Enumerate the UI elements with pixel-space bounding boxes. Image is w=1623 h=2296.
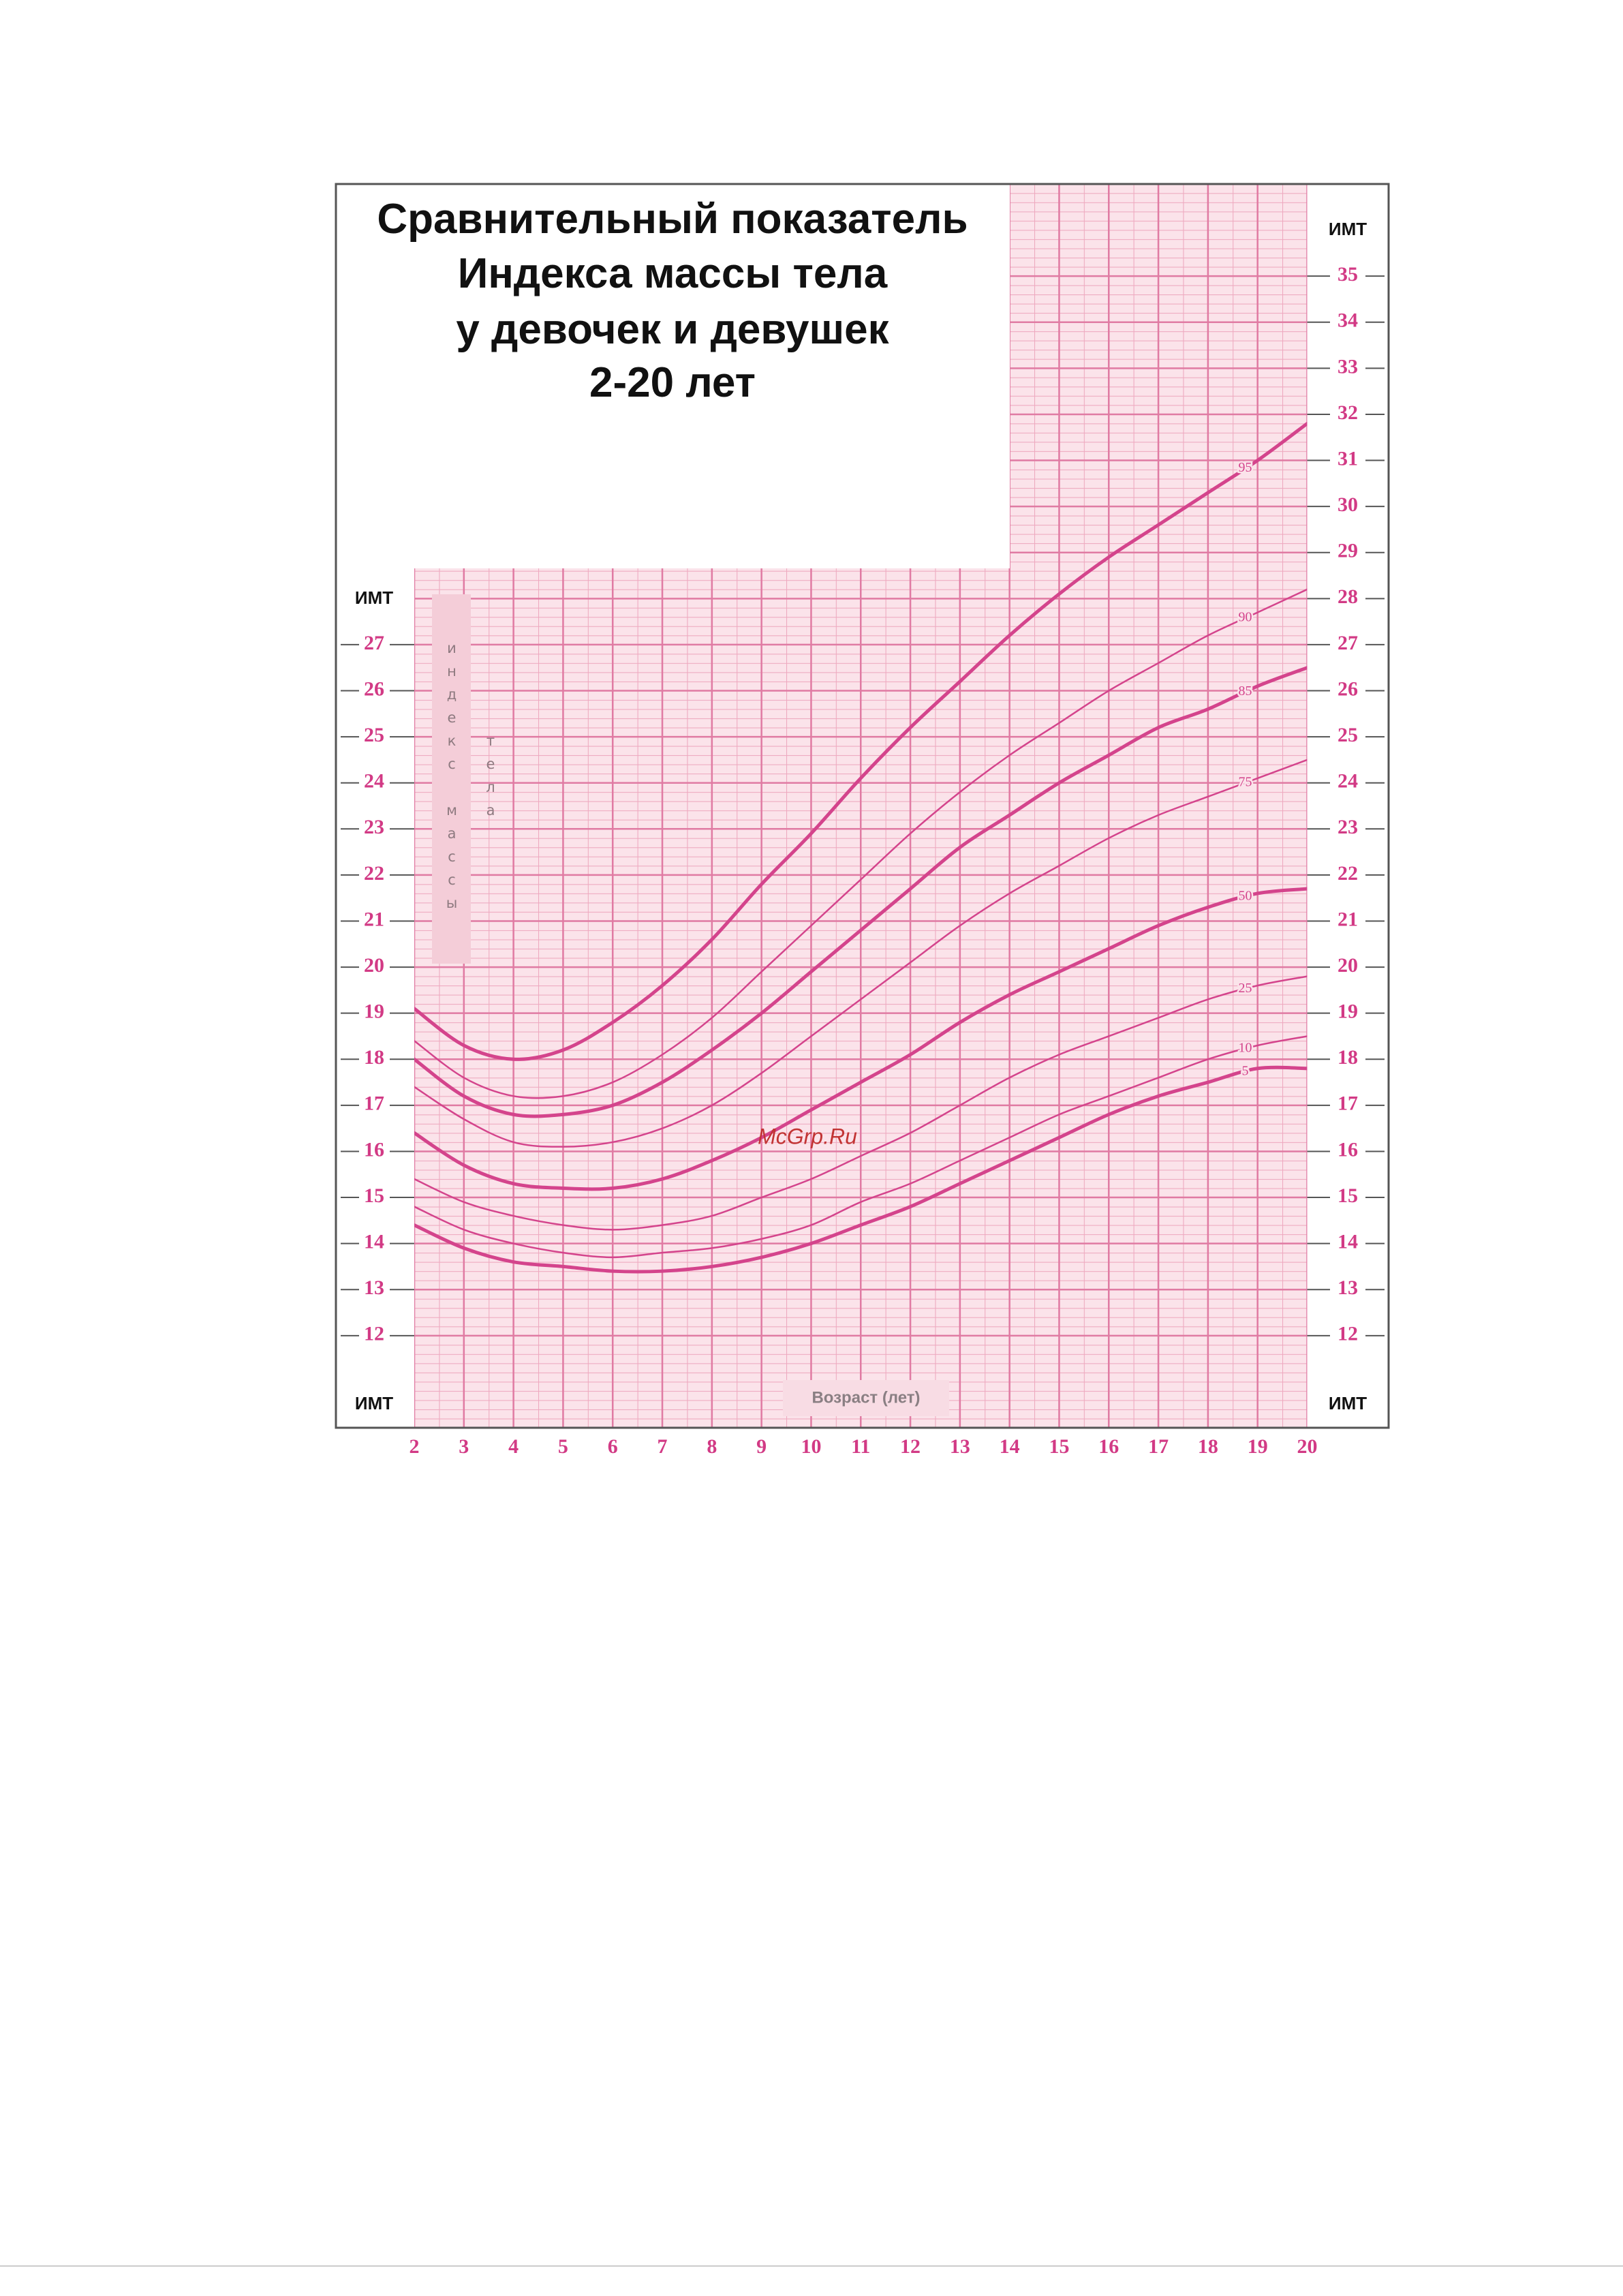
y2-tick-label: 18 [1338,1046,1358,1069]
x-tick-label: 20 [1297,1435,1318,1458]
y2-tick-label: 31 [1338,447,1358,470]
curve-label: 95 [1238,460,1252,475]
curve-label: 85 [1238,684,1252,699]
y2-tick-label: 32 [1338,401,1358,424]
y2-tick-label: 14 [1338,1231,1358,1253]
x-tick-label: 18 [1198,1435,1218,1458]
y2-tick-label: 17 [1338,1092,1358,1115]
percentile-curve [413,975,1308,1231]
percentile-curve [412,666,1309,1118]
y-tick-label: 20 [364,954,384,977]
percentile-curve [412,421,1309,1061]
y2-tick-label: 35 [1338,263,1358,286]
y2-tick-label: 30 [1338,493,1358,516]
y-tick-label: 12 [364,1323,384,1345]
x-tick-label: 3 [459,1435,469,1458]
curve-label: 90 [1238,610,1252,625]
x-tick-label: 7 [658,1435,668,1458]
y2-tick-label: 21 [1338,908,1358,930]
x-label-box [783,1380,949,1416]
x-tick-label: 8 [707,1435,717,1458]
y2-tick-label: 34 [1338,309,1358,332]
y-tick-label: 16 [364,1138,384,1161]
y2-tick-label: 27 [1338,632,1358,654]
title-line: Индекса массы тела [458,250,888,297]
y-tick-label: 21 [364,908,384,930]
curves: 95 90 85 75 50 25 10 5 [412,421,1309,1274]
curve-label: 75 [1238,774,1252,789]
x-axis-label: Возраст (лет) [812,1388,920,1407]
y2-tick-label: 28 [1338,585,1358,608]
y2-tick-label: 15 [1338,1184,1358,1207]
y2-tick-label: 29 [1338,540,1358,562]
y2-tick-label: 33 [1338,355,1358,378]
y2-tick-label: 25 [1338,724,1358,746]
y2-tick-label: 12 [1338,1323,1358,1345]
watermark: McGrp.Ru [758,1124,857,1148]
y-title: индекс массы тела [432,594,499,964]
percentile-curve [412,887,1309,1191]
curve-label: 25 [1238,981,1252,996]
percentile-curve [413,759,1308,1148]
x-tick-label: 9 [756,1435,767,1458]
y-tick-label: 26 [364,677,384,700]
x-tick-label: 12 [900,1435,921,1458]
y2-tick-label: 16 [1338,1138,1358,1161]
curve-label: 5 [1241,1063,1248,1078]
x-tick-label: 15 [1049,1435,1069,1458]
y-tick-label: 24 [364,770,384,793]
x-tick-label: 4 [508,1435,519,1458]
y2-tick-label: 13 [1338,1276,1358,1299]
y-tick-label: 19 [364,1000,384,1023]
y-axis-label: ИМТ [355,587,393,608]
curve-label: 10 [1238,1041,1252,1056]
y2-tick-label: 26 [1338,677,1358,700]
y-tick-label: 23 [364,816,384,838]
y2-axis-label: ИМТ [1329,1393,1367,1413]
y-tick-label: 14 [364,1231,384,1253]
y2-tick-label: 24 [1338,770,1358,793]
x-tick-label: 5 [558,1435,568,1458]
title-box [336,184,1010,568]
x-tick-label: 17 [1148,1435,1169,1458]
y-tick-label: 15 [364,1184,384,1207]
x-tick-label: 2 [409,1435,420,1458]
x-tick-label: 6 [608,1435,618,1458]
y2-axis-label: ИМТ [1329,219,1367,239]
y-tick-label: 25 [364,724,384,746]
y-tick-label: 22 [364,862,384,885]
y-tick-label: 13 [364,1276,384,1299]
y2-tick-label: 22 [1338,862,1358,885]
y-tick-label: 27 [364,632,384,654]
curve-label: 50 [1238,889,1252,904]
frame [335,183,1390,1429]
title-line: у девочек и девушек [456,306,889,353]
right-band [1307,184,1389,1428]
x-tick-label: 10 [801,1435,821,1458]
y2-tick-label: 20 [1338,954,1358,977]
y2-tick-label: 23 [1338,816,1358,838]
x-tick-label: 19 [1248,1435,1268,1458]
y-tick-label: 18 [364,1046,384,1069]
title-line: Сравнительный показатель [377,196,968,243]
title-line: 2-20 лет [589,359,756,406]
percentile-curve [413,588,1308,1099]
y-tick-label: 17 [364,1092,384,1115]
x-tick-label: 16 [1098,1435,1119,1458]
y2-tick-label: 19 [1338,1000,1358,1023]
percentile-curve [413,1035,1308,1259]
x-tick-label: 14 [1000,1435,1020,1458]
left-band [336,568,414,1428]
x-tick-label: 11 [851,1435,870,1458]
y-axis-label: ИМТ [355,1393,393,1413]
percentile-curve [412,1065,1309,1274]
x-tick-label: 13 [950,1435,970,1458]
